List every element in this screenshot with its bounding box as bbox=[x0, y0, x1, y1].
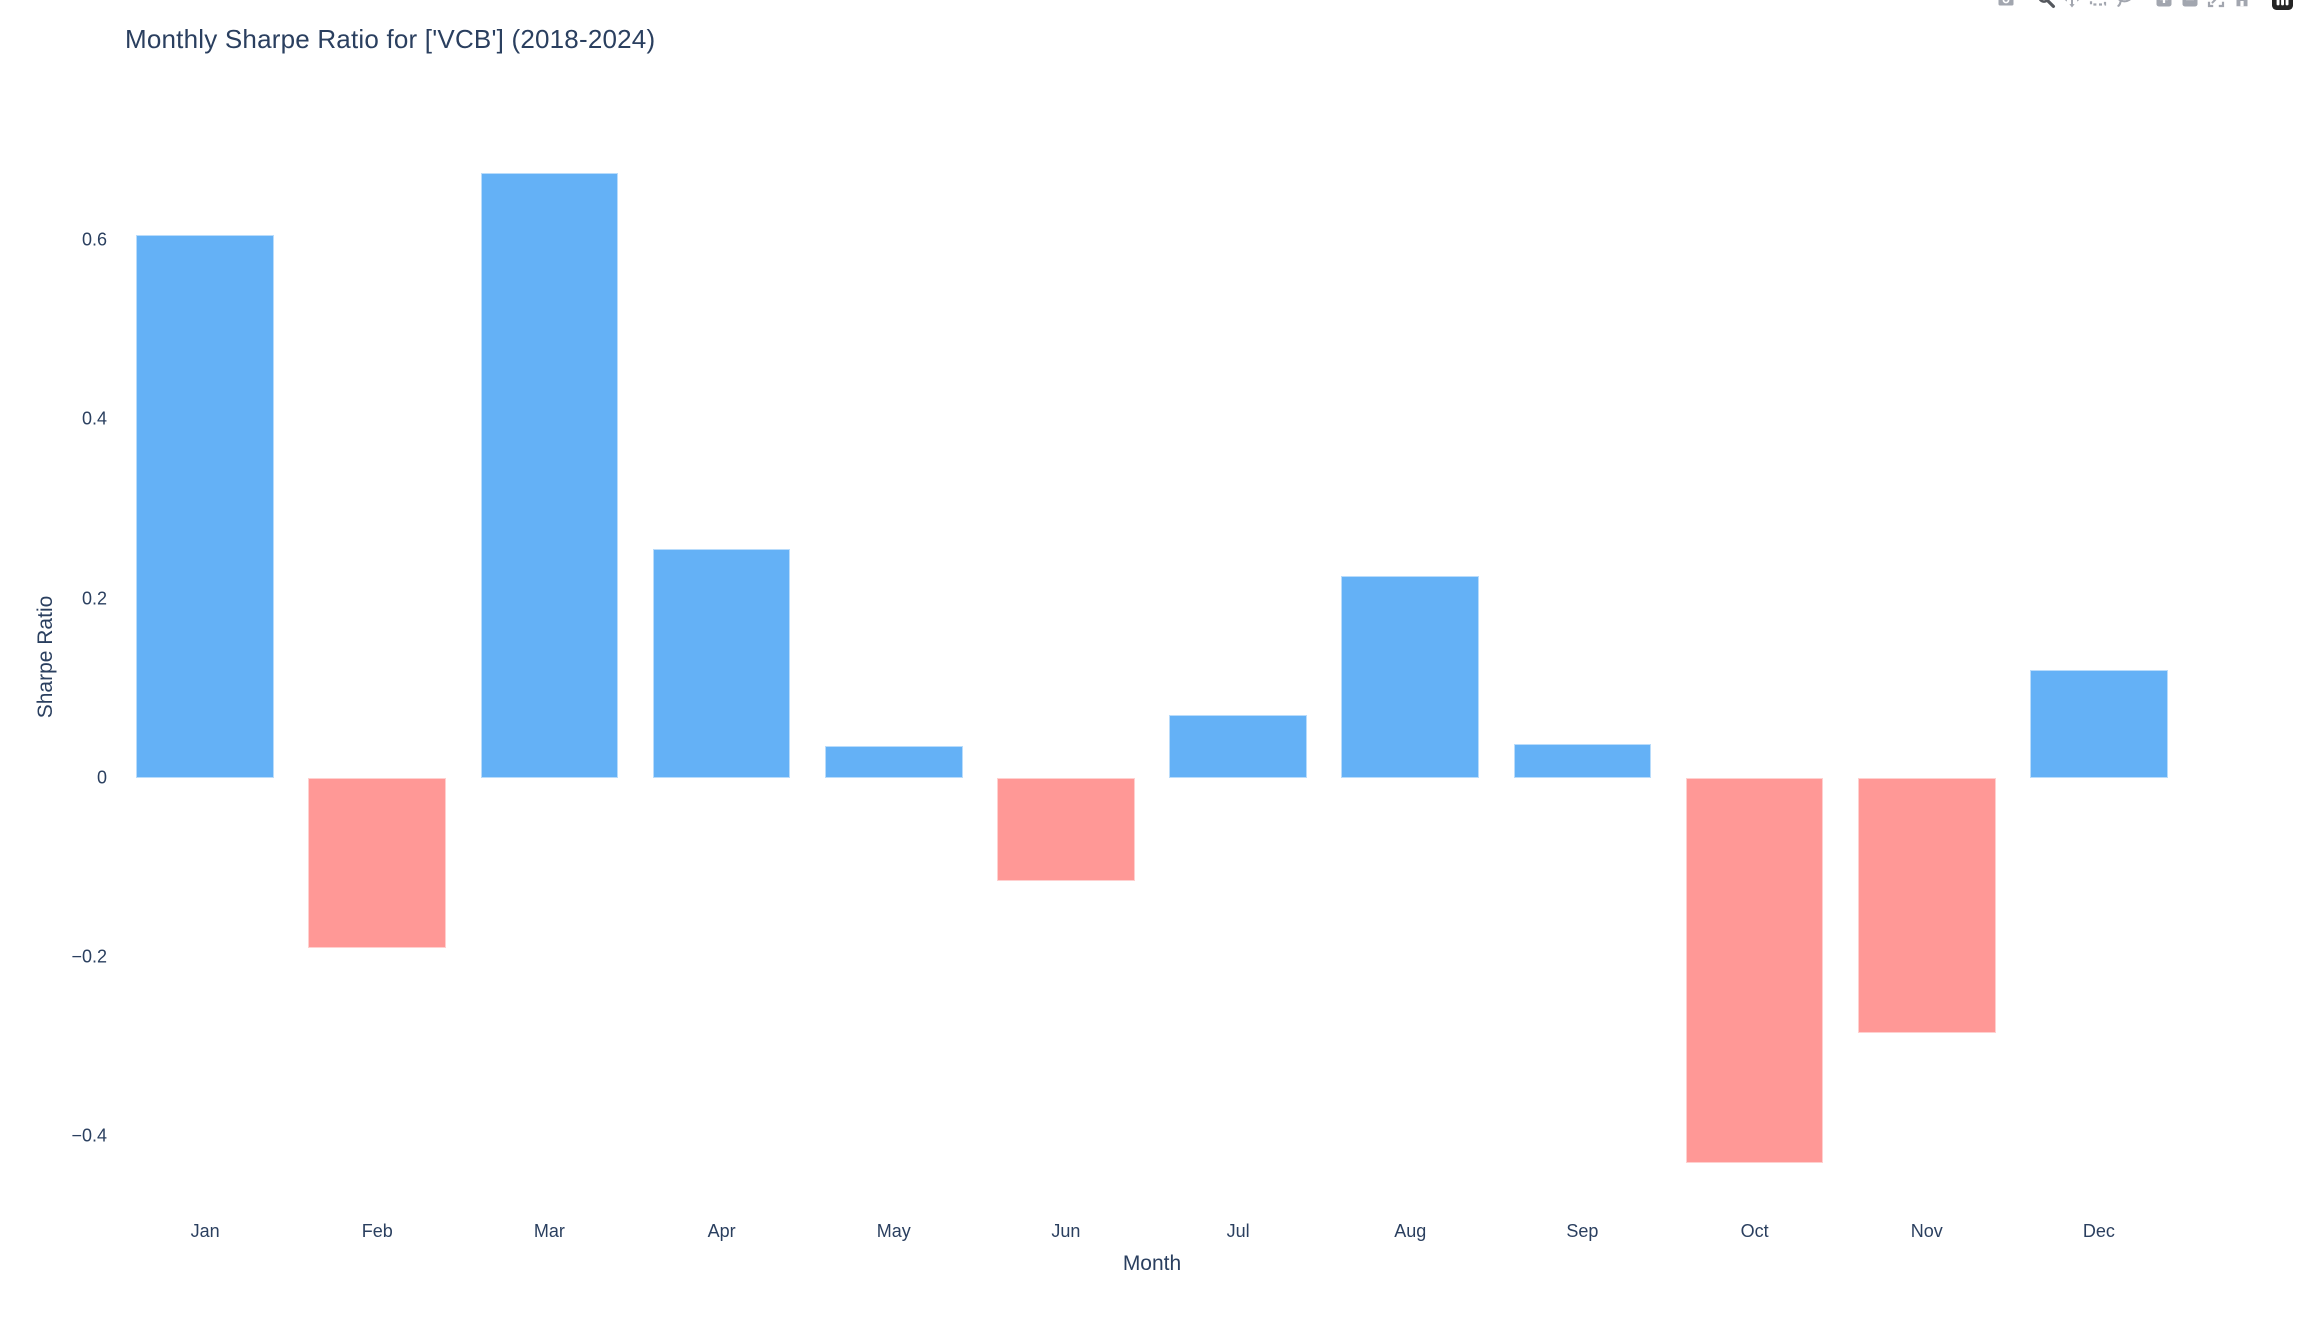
y-tick-label: 0.6 bbox=[81, 229, 107, 250]
x-tick-label-oct: Oct bbox=[1740, 1221, 1769, 1241]
x-tick-label-jul: Jul bbox=[1226, 1221, 1250, 1241]
bar-nov[interactable] bbox=[1857, 777, 1996, 1034]
lasso-select-button[interactable] bbox=[2111, 0, 2137, 12]
y-tick-label: −0.4 bbox=[71, 1125, 107, 1146]
autoscale-icon bbox=[2206, 0, 2226, 9]
bar-oct[interactable] bbox=[1685, 777, 1824, 1164]
x-tick-label-jun: Jun bbox=[1051, 1221, 1081, 1241]
download-plot-button[interactable] bbox=[1993, 0, 2019, 12]
x-tick-label-apr: Apr bbox=[707, 1221, 736, 1241]
bar-aug[interactable] bbox=[1341, 576, 1480, 778]
reset-axes-button[interactable] bbox=[2229, 0, 2255, 12]
zoom-in-icon bbox=[2154, 0, 2174, 9]
x-axis-title: Month bbox=[1122, 1252, 1182, 1275]
x-tick-label-dec: Dec bbox=[2082, 1221, 2115, 1241]
bar-dec[interactable] bbox=[2030, 670, 2168, 778]
box-select-button[interactable] bbox=[2085, 0, 2111, 12]
y-tick-label: 0.4 bbox=[81, 408, 107, 429]
zoom-button[interactable] bbox=[2033, 0, 2059, 12]
y-tick-label: 0 bbox=[96, 767, 107, 788]
zoom-out-icon bbox=[2180, 0, 2200, 9]
chart-title: Monthly Sharpe Ratio for ['VCB'] (2018-2… bbox=[125, 24, 656, 54]
x-tick-label-sep: Sep bbox=[1566, 1221, 1599, 1241]
x-tick-label-aug: Aug bbox=[1394, 1221, 1427, 1241]
x-tick-label-nov: Nov bbox=[1910, 1221, 1943, 1241]
magnifier-icon bbox=[2036, 0, 2056, 9]
camera-icon bbox=[1996, 0, 2016, 9]
bar-mar[interactable] bbox=[480, 172, 619, 778]
zoom-out-button[interactable] bbox=[2177, 0, 2203, 12]
bar-sep[interactable] bbox=[1513, 743, 1652, 778]
bar-apr[interactable] bbox=[652, 549, 791, 778]
pan-arrows-icon bbox=[2062, 0, 2082, 9]
y-tick-label: 0.2 bbox=[81, 588, 107, 609]
box-select-icon bbox=[2088, 0, 2108, 9]
zoom-in-button[interactable] bbox=[2151, 0, 2177, 12]
bar-feb[interactable] bbox=[308, 777, 447, 949]
plotly-logo-icon bbox=[2271, 0, 2293, 10]
x-tick-label-jan: Jan bbox=[190, 1221, 220, 1241]
bar-may[interactable] bbox=[824, 746, 963, 778]
x-tick-label-may: May bbox=[876, 1221, 911, 1241]
x-tick-label-mar: Mar bbox=[533, 1221, 565, 1241]
plotly-logomark-button[interactable] bbox=[2269, 0, 2295, 12]
plotly-modebar bbox=[1993, 0, 2295, 12]
y-axis-title: Sharpe Ratio bbox=[34, 595, 57, 719]
pan-button[interactable] bbox=[2059, 0, 2085, 12]
bar-jun[interactable] bbox=[997, 777, 1135, 881]
lasso-icon bbox=[2114, 0, 2134, 9]
bar-jan[interactable] bbox=[136, 235, 274, 778]
x-tick-label-feb: Feb bbox=[361, 1221, 393, 1241]
y-tick-label: −0.2 bbox=[71, 946, 107, 967]
bar-jul[interactable] bbox=[1169, 715, 1307, 778]
home-icon bbox=[2232, 0, 2252, 9]
autoscale-button[interactable] bbox=[2203, 0, 2229, 12]
